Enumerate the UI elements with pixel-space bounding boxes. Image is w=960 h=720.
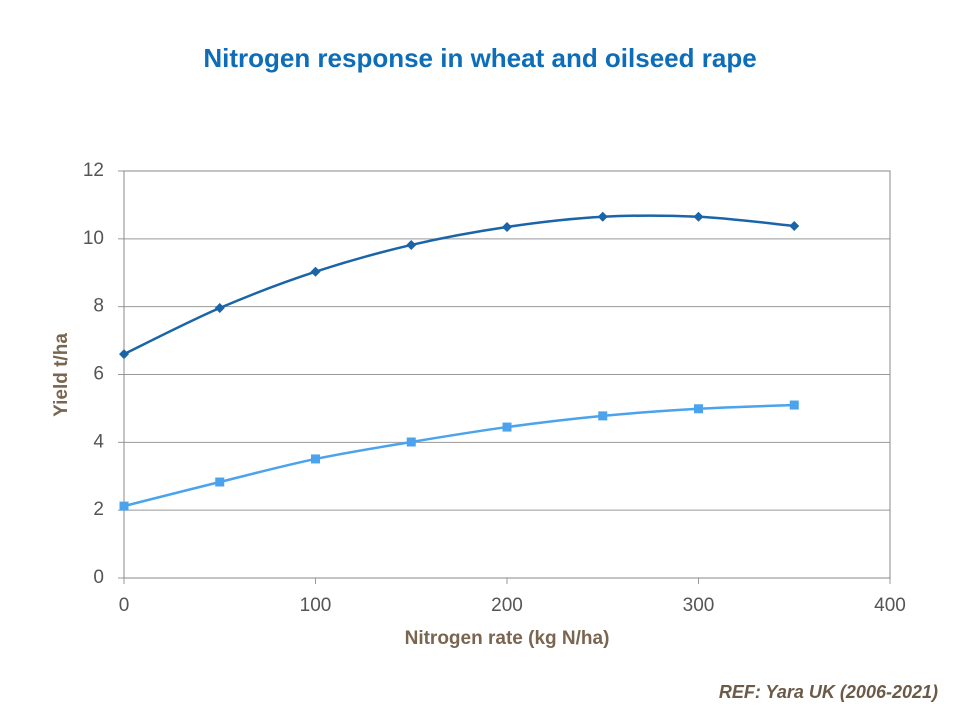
marker [119,349,129,360]
plot-border [123,170,891,579]
marker [406,437,416,447]
x-tick-label: 100 [300,595,332,616]
x-axis-title: Nitrogen rate (kg N/ha) [405,628,610,649]
marker [693,211,704,222]
marker [597,211,608,222]
y-tick-label: 8 [93,296,104,317]
marker [789,220,800,231]
marker [310,266,321,277]
y-tick-label: 6 [93,364,104,385]
x-tick-label: 300 [683,595,715,616]
chart-title: Nitrogen response in wheat and oilseed r… [203,43,756,73]
marker [502,422,512,432]
y-axis-title: Yield t/ha [51,333,72,417]
marker [215,477,225,487]
y-tick-label: 0 [93,567,104,588]
marker [789,400,799,410]
marker [502,221,512,232]
x-tick-label: 200 [491,595,523,616]
y-tick-label: 4 [93,431,104,452]
series-line [123,214,795,356]
marker [694,404,703,414]
marker [214,303,225,314]
marker [311,454,320,464]
marker [406,239,417,250]
y-tick-label: 2 [93,499,104,520]
y-tick-label: 12 [83,160,104,181]
y-tick-label: 10 [83,228,104,249]
source-note: REF: Yara UK (2006-2021) [719,682,938,702]
series-line [123,403,795,508]
marker [119,501,129,511]
marker [598,411,608,421]
x-tick-label: 0 [119,595,130,616]
x-tick-label: 400 [874,595,906,616]
plot-area: 0 2 4 6 8 10 12 0 100 200 300 400 [83,160,906,616]
